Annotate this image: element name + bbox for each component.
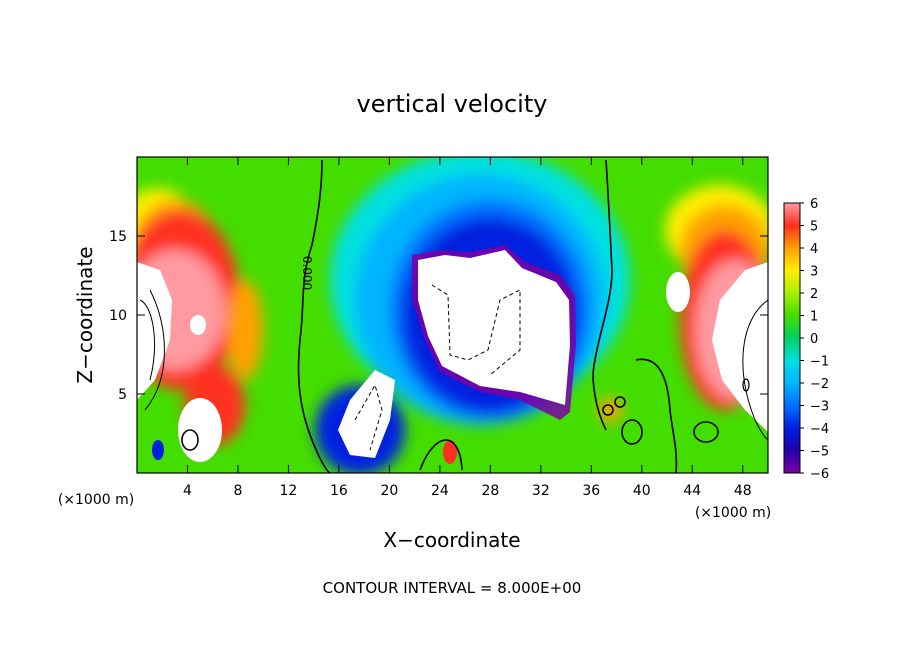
- colorbar-tick-label: 5: [810, 220, 818, 235]
- x-tick-label: 40: [633, 483, 651, 499]
- colorbar-tick-label: 2: [810, 287, 818, 302]
- colorbar-tick-label: −2: [810, 377, 829, 392]
- heatmap-field: [137, 157, 768, 473]
- y-axis-label: Z−coordinate: [73, 246, 97, 383]
- colorbar-tick-label: −5: [810, 445, 829, 460]
- colorbar-tick-label: 4: [810, 242, 818, 257]
- y-axis-ticks: 5 10 15: [109, 229, 768, 403]
- colorbar-tick-label: 6: [810, 197, 818, 212]
- colorbar-ticks: 6 5 4 3 2 1 0 −1 −2 −3 −4 −5 −6: [800, 197, 829, 482]
- x-tick-label: 28: [481, 483, 499, 499]
- x-tick-label: 24: [431, 483, 449, 499]
- y-tick-label: 10: [109, 308, 127, 324]
- x-axis-label: X−coordinate: [383, 528, 520, 552]
- colorbar-tick-label: −1: [810, 355, 829, 370]
- x-tick-label: 44: [683, 483, 701, 499]
- x-tick-label: 8: [233, 483, 242, 499]
- colorbar-tick-label: 1: [810, 310, 818, 325]
- contour-interval-note: CONTOUR INTERVAL = 8.000E+00: [323, 579, 582, 597]
- x-tick-label: 48: [734, 483, 752, 499]
- x-tick-label: 12: [280, 483, 298, 499]
- chart-title: vertical velocity: [357, 90, 548, 118]
- x-axis-ticks: 4 8 12 16 20 24 28 32 36 40 44 48: [183, 157, 752, 499]
- colorbar-tick-label: 3: [810, 265, 818, 280]
- x-tick-label: 20: [380, 483, 398, 499]
- x-tick-label: 32: [532, 483, 550, 499]
- colorbar-tick-label: 0: [810, 332, 818, 347]
- x-tick-label: 4: [183, 483, 192, 499]
- y-tick-label: 5: [118, 387, 127, 403]
- colorbar: [783, 202, 801, 474]
- colorbar-tick-label: −3: [810, 400, 829, 415]
- y-tick-label: 15: [109, 229, 127, 245]
- colorbar-tick-label: −4: [810, 422, 829, 437]
- contour-label: 0.000: [300, 256, 314, 290]
- x-tick-label: 16: [330, 483, 348, 499]
- x-tick-label: 36: [582, 483, 600, 499]
- colorbar-tick-label: −6: [810, 467, 829, 482]
- x-unit-left: (×1000 m): [58, 492, 134, 508]
- x-unit-right: (×1000 m): [695, 505, 771, 521]
